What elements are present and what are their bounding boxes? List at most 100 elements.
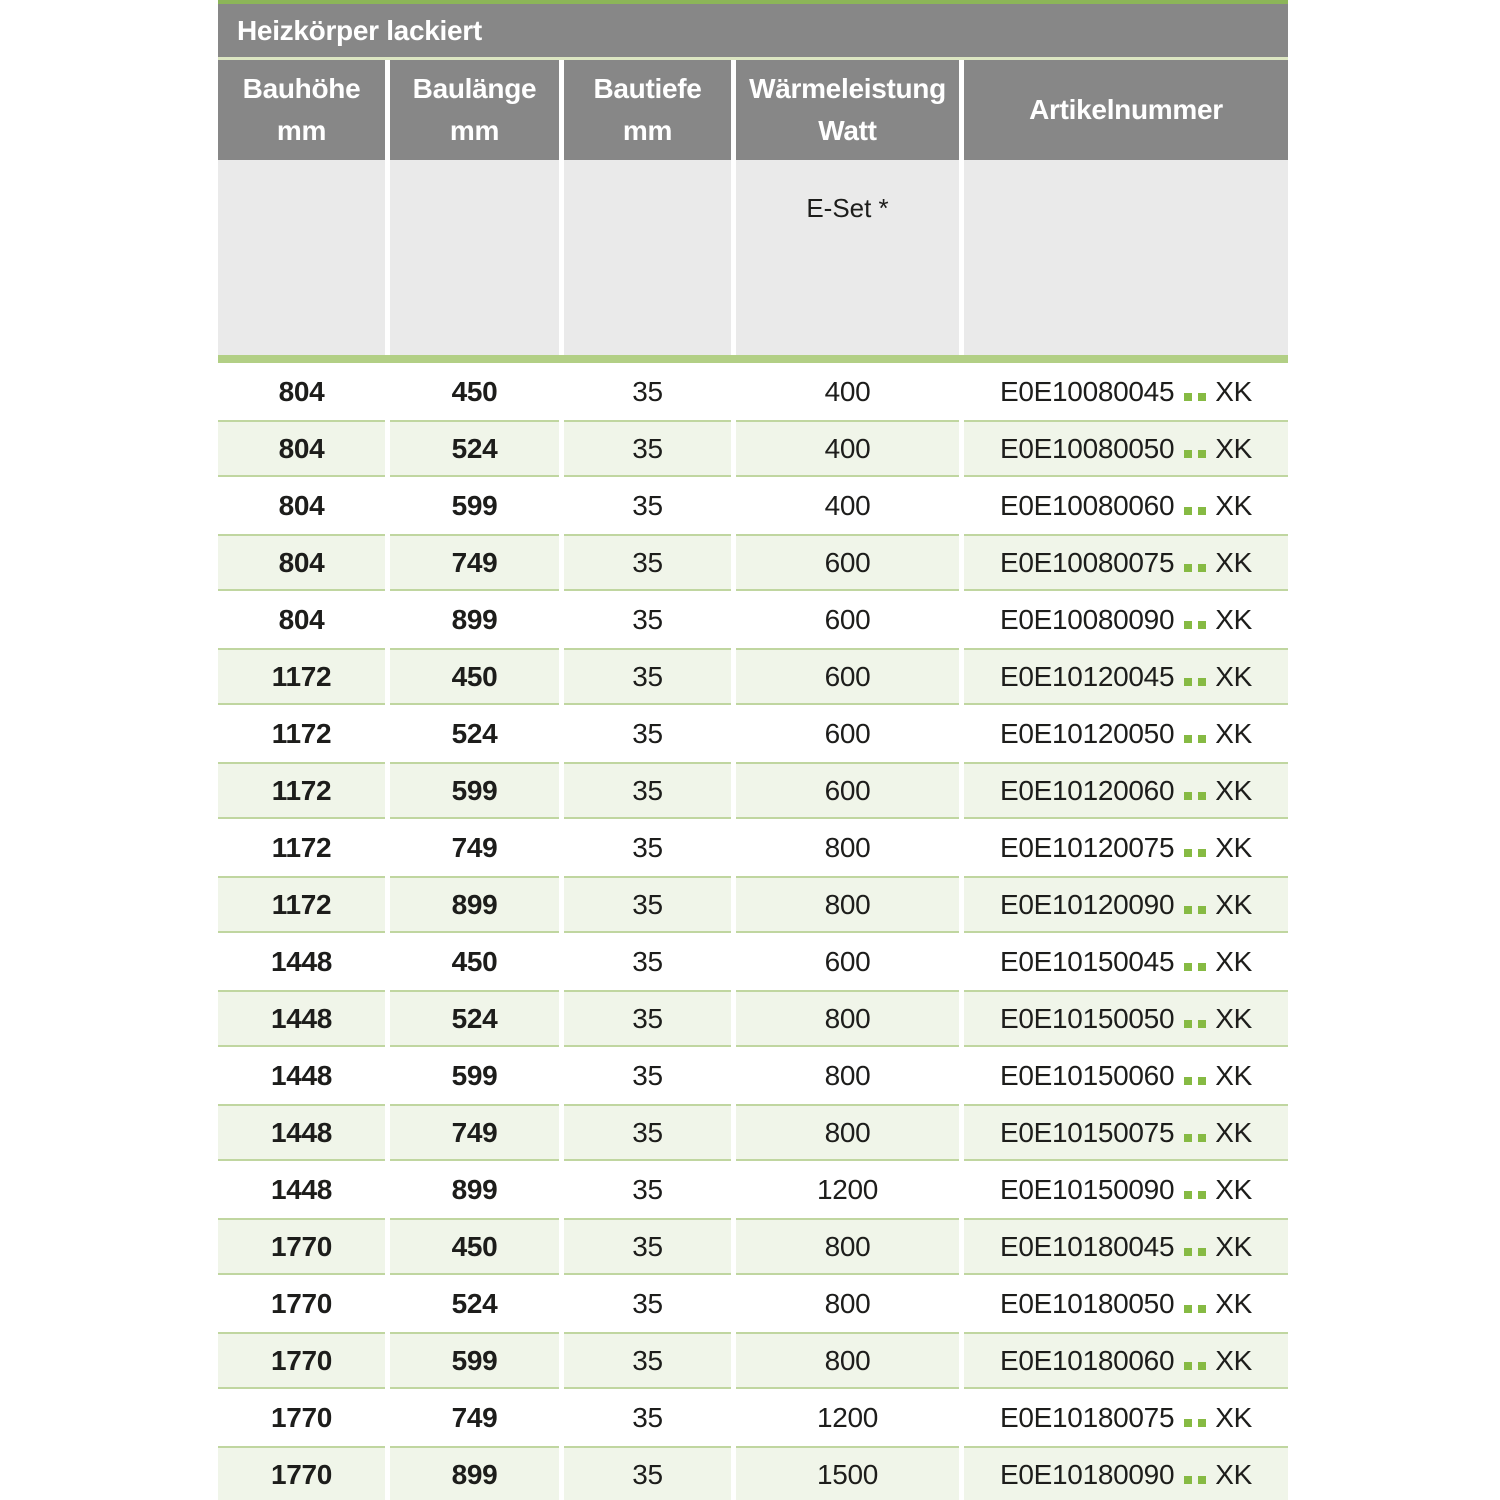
color-variant-dot-icon bbox=[1198, 1304, 1207, 1313]
cell-artikelnummer: E0E10180045 XK bbox=[964, 1218, 1288, 1275]
cell-bauhoehe: 1172 bbox=[218, 762, 385, 819]
artikel-line: E0E10120050 XK bbox=[1000, 718, 1252, 750]
color-variant-dot-icon bbox=[1184, 734, 1193, 743]
cell-watt: 600 bbox=[736, 762, 959, 819]
cell-watt: 600 bbox=[736, 648, 959, 705]
cell-watt: 600 bbox=[736, 534, 959, 591]
table-row: 1172 524 35 600 E0E10120050 XK bbox=[218, 705, 1288, 762]
table-row: 1448 524 35 800 E0E10150050 XK bbox=[218, 990, 1288, 1047]
artikel-code: E0E10150090 bbox=[1000, 1173, 1175, 1205]
artikel-line: E0E10180090 XK bbox=[1000, 1459, 1252, 1491]
cell-watt: 800 bbox=[736, 876, 959, 933]
cell-artikelnummer: E0E10180060 XK bbox=[964, 1332, 1288, 1389]
cell-bautiefe: 35 bbox=[564, 648, 731, 705]
color-variant-dot-icon bbox=[1198, 563, 1207, 572]
artikel-suffix: XK bbox=[1215, 1116, 1252, 1148]
cell-watt: 800 bbox=[736, 1104, 959, 1161]
color-variant-dot-icon bbox=[1198, 677, 1207, 686]
color-variant-dot-icon bbox=[1184, 905, 1193, 914]
cell-baulaenge: 749 bbox=[390, 819, 559, 876]
cell-bautiefe: 35 bbox=[564, 363, 731, 420]
cell-bautiefe: 35 bbox=[564, 1104, 731, 1161]
top-accent-bar bbox=[218, 0, 1288, 4]
color-variant-dot-icon bbox=[1198, 506, 1207, 515]
cell-bautiefe: 35 bbox=[564, 1389, 731, 1446]
header-bautiefe-line1: Bautiefe bbox=[593, 73, 702, 104]
table-row: 1172 450 35 600 E0E10120045 XK bbox=[218, 648, 1288, 705]
header-divider-bar bbox=[218, 355, 1288, 363]
color-variant-dot-icon bbox=[1198, 1247, 1207, 1256]
color-variant-dot-icon bbox=[1198, 848, 1207, 857]
artikel-suffix: XK bbox=[1215, 1002, 1252, 1034]
color-variant-dot-icon bbox=[1198, 905, 1207, 914]
cell-watt: 1200 bbox=[736, 1389, 959, 1446]
artikel-code: E0E10180075 bbox=[1000, 1401, 1175, 1433]
cell-baulaenge: 524 bbox=[390, 1275, 559, 1332]
table-row: 1770 899 35 1500 E0E10180090 XK bbox=[218, 1446, 1288, 1500]
artikel-suffix: XK bbox=[1215, 774, 1252, 806]
artikel-suffix: XK bbox=[1215, 375, 1252, 407]
artikel-line: E0E10180075 XK bbox=[1000, 1402, 1252, 1434]
cell-bautiefe: 35 bbox=[564, 534, 731, 591]
header-artikelnummer: Artikelnummer bbox=[964, 60, 1288, 160]
cell-artikelnummer: E0E10120090 XK bbox=[964, 876, 1288, 933]
color-variant-dot-icon bbox=[1184, 1418, 1193, 1427]
color-variant-dot-icon bbox=[1184, 677, 1193, 686]
artikel-line: E0E10180060 XK bbox=[1000, 1345, 1252, 1377]
artikel-suffix: XK bbox=[1215, 888, 1252, 920]
cell-baulaenge: 749 bbox=[390, 534, 559, 591]
cell-bautiefe: 35 bbox=[564, 1218, 731, 1275]
artikel-suffix: XK bbox=[1215, 945, 1252, 977]
artikel-code: E0E10150045 bbox=[1000, 945, 1175, 977]
artikel-line: E0E10180050 XK bbox=[1000, 1288, 1252, 1320]
cell-artikelnummer: E0E10120045 XK bbox=[964, 648, 1288, 705]
artikel-line: E0E10080045 XK bbox=[1000, 376, 1252, 408]
header-artikelnummer-line1: Artikelnummer bbox=[1029, 94, 1223, 125]
header-bautiefe: Bautiefe mm bbox=[564, 60, 731, 160]
color-variant-dot-icon bbox=[1184, 1304, 1193, 1313]
artikel-suffix: XK bbox=[1215, 1059, 1252, 1091]
cell-bauhoehe: 1448 bbox=[218, 990, 385, 1047]
table-row: 1172 599 35 600 E0E10120060 XK bbox=[218, 762, 1288, 819]
cell-bauhoehe: 804 bbox=[218, 363, 385, 420]
cell-bautiefe: 35 bbox=[564, 1275, 731, 1332]
color-variant-dot-icon bbox=[1184, 848, 1193, 857]
cell-baulaenge: 450 bbox=[390, 1218, 559, 1275]
color-variant-dot-icon bbox=[1184, 1247, 1193, 1256]
header-waermeleistung-line2: Watt bbox=[818, 115, 877, 146]
artikel-line: E0E10120090 XK bbox=[1000, 889, 1252, 921]
color-variant-dot-icon bbox=[1184, 506, 1193, 515]
artikel-line: E0E10080060 XK bbox=[1000, 490, 1252, 522]
artikel-code: E0E10120050 bbox=[1000, 717, 1175, 749]
color-variant-dot-icon bbox=[1184, 392, 1193, 401]
cell-artikelnummer: E0E10080050 XK bbox=[964, 420, 1288, 477]
artikel-code: E0E10120075 bbox=[1000, 831, 1175, 863]
color-variant-dot-icon bbox=[1198, 1019, 1207, 1028]
cell-artikelnummer: E0E10120075 XK bbox=[964, 819, 1288, 876]
color-variant-dot-icon bbox=[1198, 392, 1207, 401]
table-row: 804 749 35 600 E0E10080075 XK bbox=[218, 534, 1288, 591]
cell-bautiefe: 35 bbox=[564, 591, 731, 648]
cell-watt: 800 bbox=[736, 1275, 959, 1332]
cell-bauhoehe: 1770 bbox=[218, 1275, 385, 1332]
artikel-line: E0E10080075 XK bbox=[1000, 547, 1252, 579]
artikel-suffix: XK bbox=[1215, 831, 1252, 863]
cell-artikelnummer: E0E10120050 XK bbox=[964, 705, 1288, 762]
cell-artikelnummer: E0E10150075 XK bbox=[964, 1104, 1288, 1161]
cell-artikelnummer: E0E10080045 XK bbox=[964, 363, 1288, 420]
table-title-bar: Heizkörper lackiert bbox=[218, 4, 1288, 57]
cell-baulaenge: 524 bbox=[390, 990, 559, 1047]
table-row: 1172 899 35 800 E0E10120090 XK bbox=[218, 876, 1288, 933]
header-bautiefe-line2: mm bbox=[622, 115, 673, 146]
artikel-code: E0E10120060 bbox=[1000, 774, 1175, 806]
color-variant-dot-icon bbox=[1184, 620, 1193, 629]
artikel-line: E0E10180045 XK bbox=[1000, 1231, 1252, 1263]
cell-baulaenge: 899 bbox=[390, 1161, 559, 1218]
cell-artikelnummer: E0E10180050 XK bbox=[964, 1275, 1288, 1332]
table-row: 1448 749 35 800 E0E10150075 XK bbox=[218, 1104, 1288, 1161]
cell-bautiefe: 35 bbox=[564, 1332, 731, 1389]
cell-artikelnummer: E0E10180090 XK bbox=[964, 1446, 1288, 1500]
cell-watt: 600 bbox=[736, 933, 959, 990]
cell-bauhoehe: 804 bbox=[218, 477, 385, 534]
cell-bauhoehe: 1770 bbox=[218, 1218, 385, 1275]
